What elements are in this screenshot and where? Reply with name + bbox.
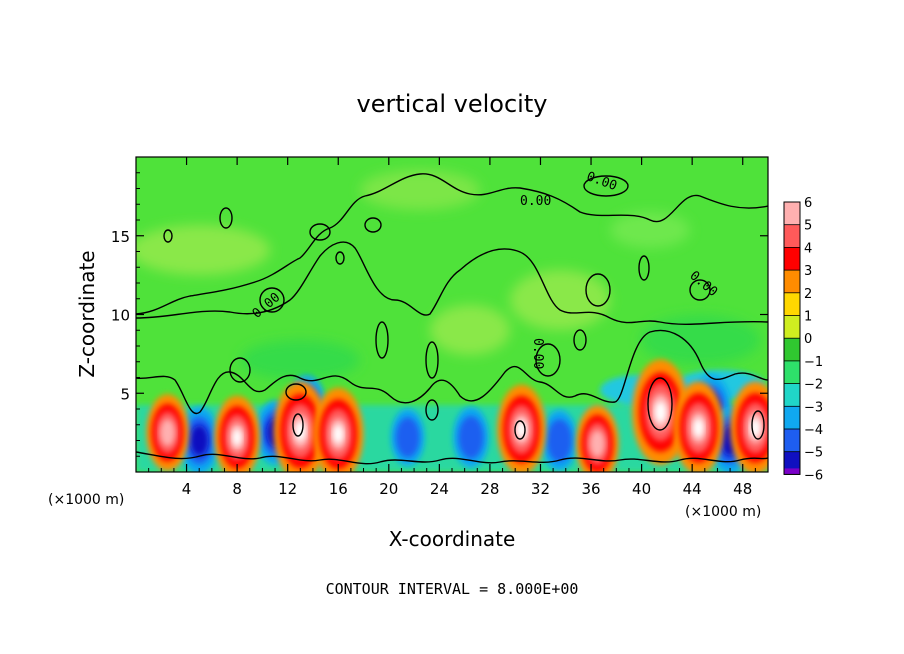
downdraft-cell	[458, 416, 484, 459]
contour-loop	[425, 399, 439, 421]
contour-label: 0.00	[530, 338, 545, 369]
x-tick-label: 36	[581, 480, 600, 498]
colorbar-swatch	[784, 292, 800, 316]
colorbar-label: 6	[804, 196, 812, 211]
chart-title: vertical velocity	[357, 90, 548, 118]
contour-loop	[425, 341, 439, 379]
contour-label: 0.00	[520, 194, 551, 209]
contour-loop	[163, 229, 173, 243]
x-axis-unit-right: (×1000 m)	[685, 504, 761, 520]
x-tick-label: 32	[531, 480, 550, 498]
x-tick-label: 28	[480, 480, 499, 498]
y-axis-ticks: 5 10 15	[111, 172, 768, 457]
contour-loop	[229, 357, 251, 383]
updraft-cell	[232, 429, 242, 446]
contour-interval-note: CONTOUR INTERVAL = 8.000E+00	[326, 580, 579, 598]
contour-loop	[259, 287, 285, 313]
colorbar-label: −6	[804, 468, 823, 483]
x-tick-label: 48	[733, 480, 752, 498]
y-tick-label: 5	[120, 385, 130, 403]
colorbar: 6 5 4 3 2 1 0 −1 −2 −3 −4 −5 −6	[783, 196, 823, 483]
colorbar-label: 5	[804, 219, 812, 234]
x-tick-label: 20	[379, 480, 398, 498]
contour-loop	[292, 413, 304, 437]
zero-contour-surface	[136, 451, 768, 465]
x-tick-label: 8	[232, 480, 242, 498]
colorbar-label: −3	[804, 400, 823, 415]
contour-loop	[689, 279, 711, 301]
x-tick-label: 24	[430, 480, 449, 498]
contour-loop	[514, 420, 526, 440]
colorbar-swatch	[784, 202, 800, 225]
downdraft-cell	[395, 417, 420, 458]
contour-lines	[136, 173, 768, 465]
x-tick-label: 4	[182, 480, 192, 498]
colorbar-label: −2	[804, 378, 823, 393]
y-tick-label: 15	[111, 228, 130, 246]
colorbar-swatch	[784, 224, 800, 248]
colorbar-swatch	[784, 383, 800, 407]
contour-loop	[364, 217, 382, 233]
x-tick-label: 40	[632, 480, 651, 498]
updraft-cell	[693, 418, 704, 438]
zero-contour-mid	[136, 241, 768, 325]
contour-loop	[375, 321, 389, 359]
downdraft-cell	[546, 419, 573, 462]
updraft-cell	[654, 401, 667, 423]
x-axis-label: X-coordinate	[389, 527, 516, 551]
field-texture	[136, 170, 760, 380]
colorbar-label: 4	[804, 241, 812, 256]
y-tick-label: 10	[111, 307, 130, 325]
colorbar-label: 1	[804, 310, 812, 325]
colorbar-swatch	[784, 270, 800, 293]
contour-loop	[285, 383, 307, 401]
contour-loop	[751, 410, 765, 440]
contour-loop	[647, 377, 673, 431]
colorbar-swatch	[784, 247, 800, 271]
contour-loop	[583, 175, 629, 197]
colorbar-label: 0	[804, 332, 812, 347]
colorbar-swatch	[784, 429, 800, 452]
plot-area: 0.00 0.00 0.00 0.00 0.00	[136, 157, 768, 472]
colorbar-label: −1	[804, 355, 823, 370]
updraft-cell	[294, 421, 306, 441]
contour-loop	[309, 223, 331, 241]
x-tick-label: 16	[329, 480, 348, 498]
colorbar-swatch	[784, 360, 800, 384]
contour-loop	[219, 207, 233, 229]
updraft-cells	[146, 359, 768, 472]
contour-loop	[585, 273, 611, 307]
y-axis-label: Z-coordinate	[75, 250, 99, 377]
contour-loop	[573, 329, 587, 351]
updraft-cell	[333, 424, 344, 444]
colorbar-label: 2	[804, 287, 812, 302]
x-tick-label: 44	[683, 480, 702, 498]
colorbar-swatch	[784, 406, 800, 429]
colorbar-label: 3	[804, 264, 812, 279]
contour-loop	[638, 255, 650, 281]
colorbar-swatch	[784, 468, 800, 475]
colorbar-label: −4	[804, 423, 823, 438]
zero-contour-upper	[136, 173, 768, 315]
updraft-cell	[589, 430, 605, 458]
x-tick-label: 12	[278, 480, 297, 498]
downdraft-cell	[190, 425, 209, 456]
colorbar-swatch	[784, 338, 800, 361]
colorbar-swatch	[784, 315, 800, 339]
contour-loop	[535, 343, 561, 377]
contour-loop	[335, 251, 345, 265]
x-axis-ticks: 4 8 12 16 20 24 28 32 36 40 44 48	[148, 157, 756, 498]
x-axis-unit-left: (×1000 m)	[48, 492, 124, 508]
colorbar-label: −5	[804, 446, 823, 461]
updraft-cell	[160, 419, 176, 447]
